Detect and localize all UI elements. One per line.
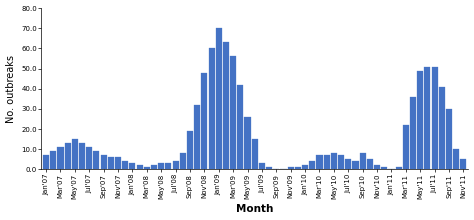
Bar [417, 71, 423, 169]
Bar [288, 167, 294, 169]
Bar [252, 139, 258, 169]
Bar [396, 167, 401, 169]
Bar [331, 153, 337, 169]
Bar [122, 161, 128, 169]
Bar [144, 167, 150, 169]
Bar [266, 167, 272, 169]
Bar [86, 147, 92, 169]
Bar [194, 105, 200, 169]
Bar [223, 42, 229, 169]
Bar [165, 163, 172, 169]
Bar [345, 159, 351, 169]
Bar [360, 153, 366, 169]
Bar [216, 28, 222, 169]
Bar [309, 161, 315, 169]
Bar [446, 109, 452, 169]
Bar [64, 143, 71, 169]
Bar [151, 165, 157, 169]
Bar [50, 151, 56, 169]
Bar [453, 149, 459, 169]
Bar [460, 159, 466, 169]
X-axis label: Month: Month [236, 204, 273, 214]
Bar [237, 85, 244, 169]
Bar [439, 87, 445, 169]
Bar [381, 167, 387, 169]
Bar [72, 139, 78, 169]
Bar [230, 57, 236, 169]
Bar [338, 155, 344, 169]
Bar [158, 163, 164, 169]
Bar [431, 67, 438, 169]
Bar [403, 125, 409, 169]
Bar [173, 161, 179, 169]
Bar [317, 155, 322, 169]
Bar [302, 165, 308, 169]
Bar [108, 157, 114, 169]
Bar [137, 165, 143, 169]
Bar [352, 161, 358, 169]
Bar [180, 153, 186, 169]
Bar [100, 155, 107, 169]
Bar [57, 147, 64, 169]
Bar [43, 155, 49, 169]
Bar [201, 73, 208, 169]
Bar [424, 67, 430, 169]
Bar [324, 155, 330, 169]
Bar [410, 97, 416, 169]
Bar [129, 163, 136, 169]
Bar [209, 48, 215, 169]
Bar [295, 167, 301, 169]
Bar [374, 165, 380, 169]
Bar [115, 157, 121, 169]
Bar [367, 159, 373, 169]
Bar [245, 117, 251, 169]
Bar [259, 163, 265, 169]
Y-axis label: No. outbreaks: No. outbreaks [6, 55, 16, 123]
Bar [93, 151, 100, 169]
Bar [187, 131, 193, 169]
Bar [79, 143, 85, 169]
